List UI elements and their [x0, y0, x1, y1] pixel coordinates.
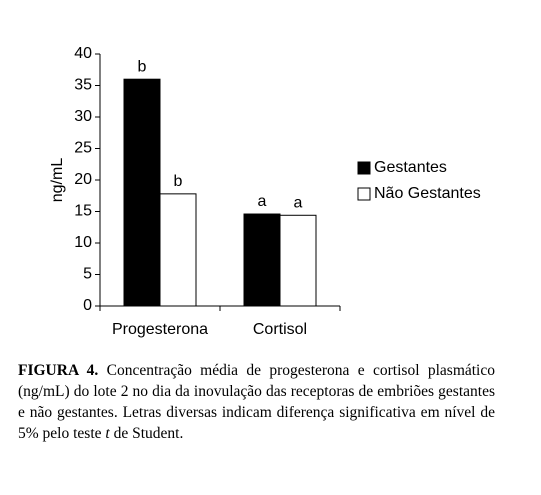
bar-annotation: a: [258, 193, 267, 210]
y-tick-label: 20: [74, 171, 92, 188]
legend-label: Não Gestantes: [374, 185, 481, 202]
y-tick-label: 40: [74, 45, 92, 62]
y-tick-label: 15: [74, 203, 92, 220]
x-tick-label: Progesterona: [112, 321, 208, 338]
y-tick-label: 35: [74, 77, 92, 94]
caption-italic: t: [105, 425, 110, 442]
caption: FIGURA 4. Concentração média de progeste…: [18, 360, 495, 444]
legend-swatch: [357, 187, 371, 201]
x-tick-label: Cortisol: [253, 321, 307, 338]
bar: [243, 213, 281, 307]
y-tick-label: 25: [74, 140, 92, 157]
bar: [159, 193, 197, 307]
bar: [123, 78, 161, 307]
y-axis-label: ng/mL: [49, 158, 66, 203]
y-tick-label: 5: [83, 266, 92, 283]
chart: ng/mL 0 5 10 15 20 25 30 35 40 Progesterona b b Cort…: [49, 45, 481, 338]
y-tick-label: 30: [74, 108, 92, 125]
bar-annotation: b: [138, 58, 147, 75]
bar-annotation: a: [294, 194, 303, 211]
legend-label: Gestantes: [374, 159, 447, 176]
legend-swatch: [357, 161, 371, 175]
caption-text: Concentração média de progesterona e cor…: [18, 362, 495, 442]
caption-end: de Student.: [113, 425, 184, 442]
y-tick-label: 0: [83, 297, 92, 314]
bar-annotation: b: [174, 173, 183, 190]
bar: [279, 214, 317, 307]
caption-label: FIGURA 4.: [18, 362, 99, 379]
y-tick-label: 10: [74, 234, 92, 251]
